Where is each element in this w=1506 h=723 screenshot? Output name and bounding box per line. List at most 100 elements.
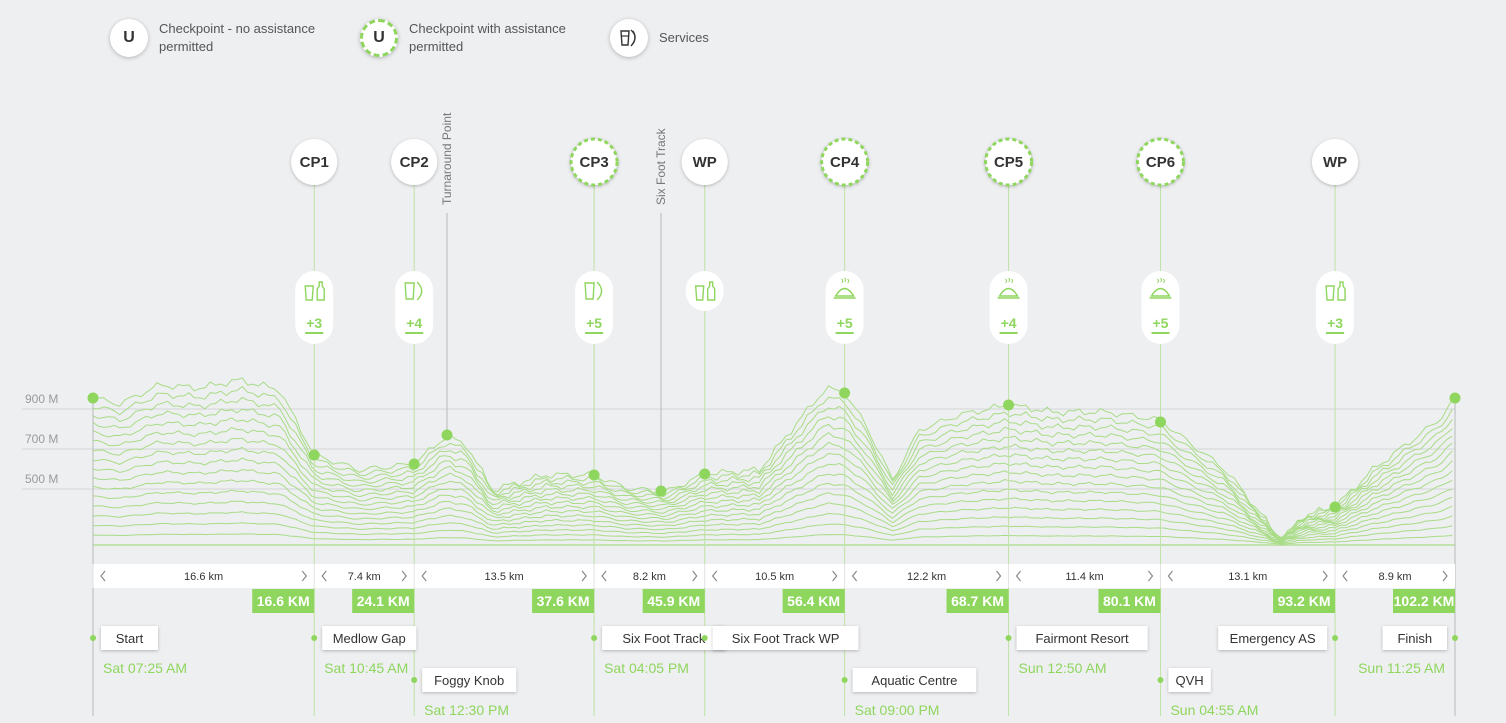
services-count: +4 — [1001, 315, 1017, 331]
location-3: Six Foot Track Sat 04:05 PM — [591, 626, 726, 676]
checkpoint-dot — [839, 387, 851, 399]
chevron-right-icon[interactable] — [581, 570, 587, 582]
location-time: Sat 09:00 PM — [855, 702, 940, 718]
checkpoint-label: CP6 — [1146, 154, 1175, 171]
marker-cp2[interactable]: CP2 +4 — [391, 139, 438, 344]
cumulative-distance: 16.6 KM — [257, 593, 310, 609]
profile-line — [92, 489, 1453, 542]
chevron-right-icon[interactable] — [301, 570, 307, 582]
checkpoint-label: WP — [693, 154, 717, 171]
marker-cp4[interactable]: CP4 +5 — [820, 137, 870, 344]
chevron-left-icon[interactable] — [711, 570, 718, 582]
food-dome — [834, 287, 855, 297]
marker-cp6[interactable]: CP6 +5 — [1135, 137, 1185, 344]
cumulative-badge — [252, 589, 315, 613]
bottle — [707, 281, 716, 301]
checkpoint-dot — [699, 468, 711, 480]
cumulative-distance: 80.1 KM — [1103, 593, 1156, 609]
location-time: Sun 04:55 AM — [1170, 702, 1258, 718]
marker-wp[interactable]: WP — [681, 139, 728, 311]
marker-wp[interactable]: WP +3 — [1312, 139, 1359, 344]
profile-line — [92, 457, 1453, 542]
chevron-left-icon[interactable] — [1015, 570, 1022, 582]
location-0: Start Sat 07:25 AM — [90, 626, 187, 676]
profile-line — [92, 446, 1453, 542]
legend-item-checkpoint-assist: U Checkpoint with assistance permitted — [360, 16, 569, 60]
chevron-left-icon[interactable] — [421, 570, 427, 582]
location-dot — [591, 635, 598, 641]
six-foot-track-label: Six Foot Track — [654, 127, 668, 205]
marker-cp3[interactable]: CP3 +5 — [569, 137, 619, 344]
services-pill — [685, 271, 724, 311]
chevron-right-icon[interactable] — [1322, 570, 1328, 582]
checkpoint-label: CP1 — [300, 154, 329, 171]
location-time: Sat 12:30 PM — [424, 702, 509, 718]
location-name: Aquatic Centre — [871, 673, 957, 688]
chevron-right-icon[interactable] — [692, 570, 698, 582]
location-dot — [841, 677, 848, 683]
cup — [304, 285, 314, 301]
chevron-right-icon[interactable] — [1148, 570, 1154, 582]
location-dot — [90, 635, 96, 641]
location-box — [101, 626, 158, 650]
services-icon — [610, 19, 648, 57]
checkpoint-dot — [1154, 416, 1166, 428]
distance-bar — [93, 564, 1455, 588]
marker-cp1[interactable]: CP1 +3 — [291, 139, 338, 344]
chevron-left-icon[interactable] — [1342, 570, 1348, 582]
legend-label: Services — [659, 30, 709, 45]
services-pill — [575, 271, 614, 344]
profile-line — [92, 533, 1453, 545]
chevron-right-icon[interactable] — [996, 570, 1002, 582]
profile-line — [92, 408, 1453, 540]
annotation-dot — [441, 429, 453, 441]
chevron-right-icon[interactable] — [401, 570, 407, 582]
legend-label: Checkpoint with assistance permitted — [409, 21, 566, 54]
profile-line — [92, 426, 1453, 539]
cumulative-badge — [1273, 589, 1336, 613]
location-5: Aquatic Centre Sat 09:00 PM — [841, 668, 977, 718]
finish-dot — [1449, 392, 1461, 404]
segment-distance: 13.1 km — [1228, 571, 1267, 583]
chevron-left-icon[interactable] — [601, 570, 607, 582]
chevron-left-icon[interactable] — [851, 570, 858, 582]
location-dot — [1005, 635, 1012, 641]
annotation-dot — [655, 485, 667, 497]
cumulative-badge — [1098, 589, 1161, 613]
chevron-left-icon[interactable] — [100, 570, 106, 582]
location-8: Emergency AS — [1218, 626, 1339, 650]
cumulative-badge — [642, 589, 705, 613]
chevron-right-icon[interactable] — [832, 570, 838, 582]
location-7: QVH Sun 04:55 AM — [1157, 668, 1258, 718]
cup — [1325, 285, 1335, 301]
water-bottle-icon — [694, 281, 716, 301]
checkpoint-badge — [291, 139, 338, 185]
location-name: Start — [116, 631, 144, 646]
chevron-left-icon[interactable] — [1167, 570, 1173, 582]
location-4: Six Foot Track WP — [701, 626, 859, 650]
location-dot — [1452, 635, 1458, 641]
checkpoint-label: CP5 — [994, 154, 1023, 171]
cumulative-distance: 24.1 KM — [357, 593, 410, 609]
banana — [596, 281, 603, 301]
profile-line — [92, 469, 1453, 541]
location-9: Finish Sun 11:25 AM — [1358, 626, 1458, 676]
water-bottle-icon — [1325, 281, 1346, 301]
chevron-right-icon[interactable] — [1442, 570, 1448, 582]
profile-line — [92, 396, 1453, 542]
checkpoint-label: CP3 — [579, 154, 608, 171]
steam — [1005, 277, 1014, 284]
profile-line — [92, 479, 1453, 541]
banana — [416, 281, 423, 301]
location-box — [712, 626, 859, 650]
hot-food-icon — [1149, 277, 1172, 299]
services-pill — [1141, 271, 1180, 344]
marker-cp5[interactable]: CP5 +4 — [984, 137, 1034, 344]
segment-distance: 12.2 km — [907, 571, 946, 583]
food-dome — [1150, 287, 1171, 297]
legend-label: Checkpoint - no assistance permitted — [159, 21, 316, 54]
chevron-left-icon[interactable] — [321, 570, 327, 582]
location-box — [1218, 626, 1328, 650]
location-box — [1016, 626, 1148, 650]
